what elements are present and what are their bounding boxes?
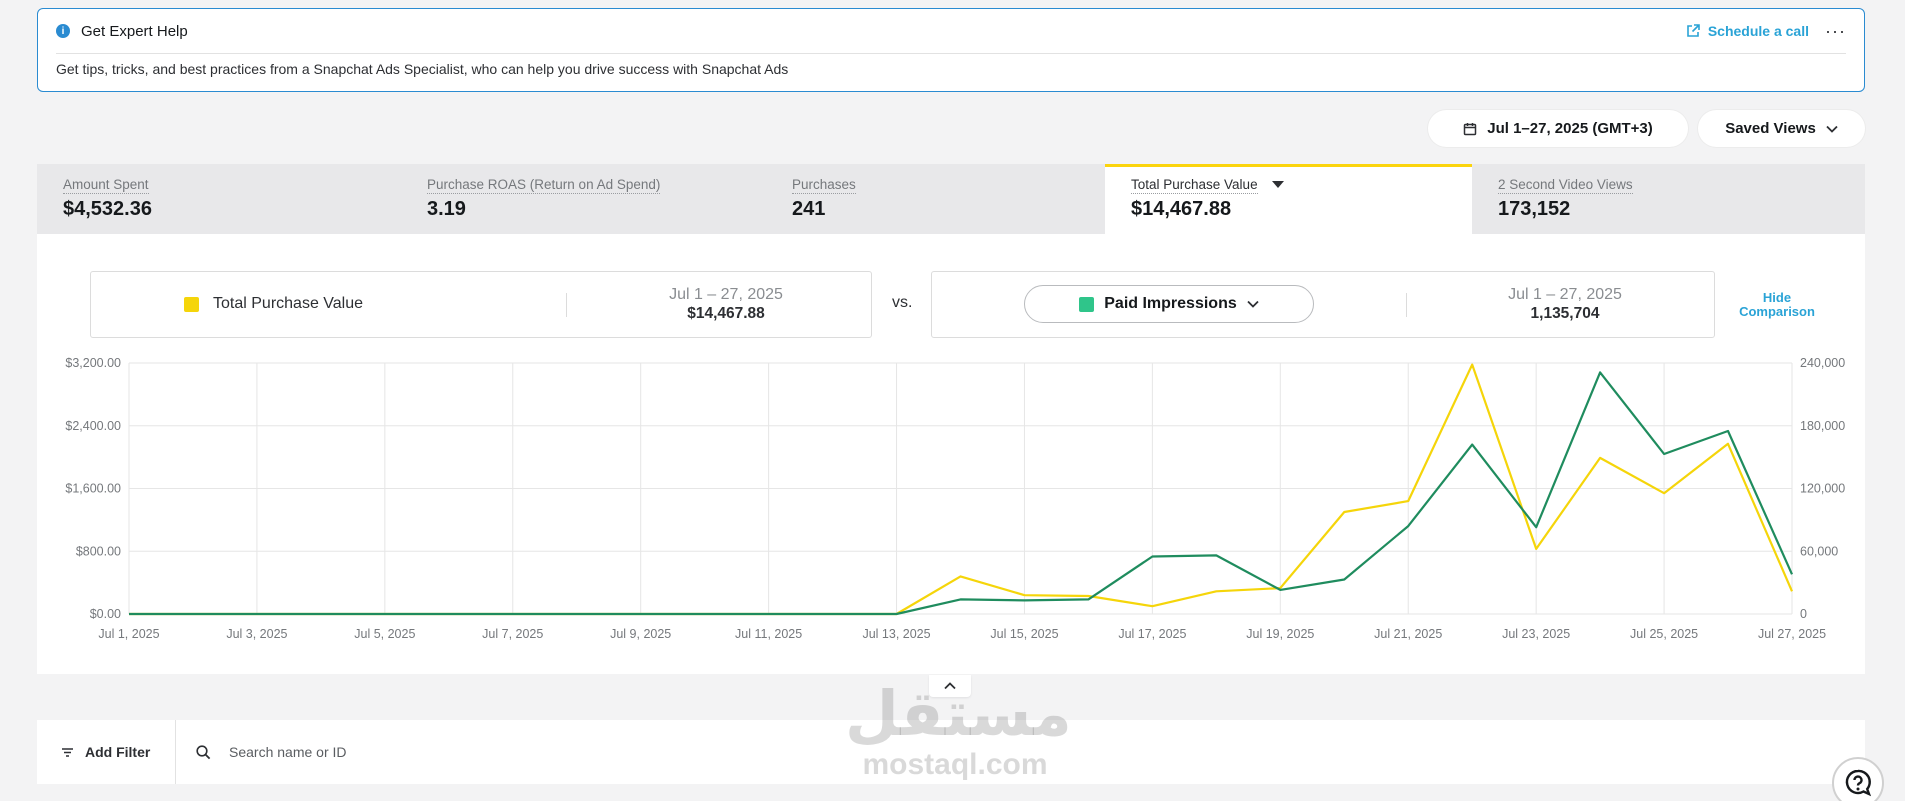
series-line-total-purchase-value [129, 363, 1794, 616]
info-icon: i [56, 24, 70, 38]
x-tick-label: Jul 21, 2025 [1374, 627, 1442, 641]
date-range-label: Jul 1–27, 2025 (GMT+3) [1487, 120, 1653, 137]
help-button[interactable] [1832, 757, 1884, 801]
x-tick-label: Jul 13, 2025 [862, 627, 930, 641]
x-tick-label: Jul 23, 2025 [1502, 627, 1570, 641]
x-tick-label: Jul 7, 2025 [482, 627, 543, 641]
metric-tab-amount-spent[interactable]: Amount Spent $4,532.36 [37, 164, 401, 234]
vs-label: vs. [892, 294, 913, 311]
expert-help-banner: i Get Expert Help Schedule a call ··· Ge… [37, 8, 1865, 92]
saved-views-dropdown[interactable]: Saved Views [1698, 110, 1865, 147]
date-range-picker[interactable]: Jul 1–27, 2025 (GMT+3) [1428, 110, 1688, 147]
y-left-tick-label: $800.00 [76, 544, 121, 558]
caret-down-icon[interactable] [1272, 181, 1285, 189]
metric-label: 2 Second Video Views [1498, 177, 1633, 194]
x-tick-label: Jul 19, 2025 [1246, 627, 1314, 641]
x-tick-label: Jul 5, 2025 [354, 627, 415, 641]
metric-value: 3.19 [427, 198, 466, 220]
metric-label: Amount Spent [63, 177, 149, 194]
metric-value: $14,467.88 [1131, 198, 1232, 220]
metric-value: $4,532.36 [63, 198, 152, 220]
metric-tab-purchase-roas[interactable]: Purchase ROAS (Return on Ad Spend) 3.19 [401, 164, 766, 234]
schedule-call-link[interactable]: Schedule a call [1686, 23, 1809, 39]
metric-tab-total-purchase-value[interactable]: Total Purchase Value $14,467.88 [1105, 164, 1472, 234]
add-filter-label: Add Filter [85, 744, 151, 760]
line-chart: $0.00 0 $800.00 60,000 $1,600.00 120,000 $2,40… [65, 356, 1845, 641]
metrics-tabs: Amount Spent $4,532.36 Purchase ROAS (Re… [37, 164, 1865, 234]
expert-help-title: Get Expert Help [81, 22, 188, 40]
search-input[interactable] [229, 744, 629, 760]
chevron-up-icon [944, 682, 956, 690]
secondary-total: 1,135,704 [1530, 305, 1600, 322]
search-icon [196, 744, 211, 759]
secondary-metric-box: Paid Impressions Jul 1 – 27, 2025 1,135,… [931, 271, 1715, 338]
x-tick-label: Jul 27, 2025 [1758, 627, 1826, 641]
metric-label: Total Purchase Value [1131, 177, 1258, 194]
metric-tab-video-views[interactable]: 2 Second Video Views 173,152 [1472, 164, 1865, 234]
expert-help-header: i Get Expert Help Schedule a call ··· [56, 9, 1846, 54]
y-left-tick-label: $2,400.00 [65, 419, 121, 433]
chevron-down-icon [1826, 125, 1838, 133]
collapse-chart-button[interactable] [929, 675, 971, 697]
primary-metric-box: Total Purchase Value Jul 1 – 27, 2025 $1… [90, 271, 872, 338]
x-tick-label: Jul 17, 2025 [1118, 627, 1186, 641]
y-left-tick-label: $3,200.00 [65, 356, 121, 370]
y-right-tick-label: 60,000 [1800, 544, 1838, 558]
secondary-color-swatch [1079, 296, 1095, 312]
more-options-button[interactable]: ··· [1825, 21, 1846, 41]
metric-value: 173,152 [1498, 198, 1571, 220]
hide-comparison-label-2: Comparison [1739, 304, 1815, 319]
hide-comparison-button[interactable]: Hide Comparison [1727, 291, 1827, 319]
schedule-call-label: Schedule a call [1707, 23, 1810, 39]
y-left-tick-label: $0.00 [90, 607, 121, 621]
x-tick-label: Jul 15, 2025 [990, 627, 1058, 641]
filter-bar: Add Filter [37, 720, 1865, 784]
divider [1406, 293, 1407, 317]
metric-label: Purchases [792, 177, 856, 194]
y-right-tick-label: 0 [1800, 607, 1807, 621]
secondary-date: Jul 1 – 27, 2025 [1508, 286, 1622, 303]
primary-metric-name: Total Purchase Value [213, 295, 364, 312]
series-line-paid-impressions [129, 371, 1794, 616]
y-right-tick-label: 120,000 [1800, 482, 1845, 496]
x-tick-label: Jul 9, 2025 [610, 627, 671, 641]
primary-total: $14,467.88 [687, 305, 765, 322]
y-left-tick-label: $1,600.00 [65, 482, 121, 496]
divider [566, 293, 567, 317]
metric-tab-purchases[interactable]: Purchases 241 [766, 164, 1105, 234]
chart-panel: Total Purchase Value Jul 1 – 27, 2025 $1… [37, 234, 1865, 674]
x-tick-label: Jul 11, 2025 [735, 627, 802, 641]
primary-legend: Total Purchase Value [184, 295, 363, 313]
x-tick-label: Jul 3, 2025 [226, 627, 287, 641]
hide-comparison-label-1: Hide [1762, 290, 1792, 305]
help-icon [1845, 769, 1872, 797]
y-right-tick-label: 180,000 [1800, 419, 1845, 433]
secondary-range: Jul 1 – 27, 2025 1,135,704 [1455, 286, 1675, 323]
filter-icon [62, 747, 73, 757]
x-tick-label: Jul 25, 2025 [1630, 627, 1698, 641]
search-box [176, 720, 1865, 784]
external-link-icon [1687, 24, 1700, 37]
comparison-metric-select[interactable]: Paid Impressions [1024, 285, 1314, 323]
primary-color-swatch [184, 296, 199, 312]
secondary-metric-name: Paid Impressions [1104, 295, 1237, 312]
primary-date: Jul 1 – 27, 2025 [669, 286, 783, 303]
metric-label: Purchase ROAS (Return on Ad Spend) [427, 177, 661, 194]
primary-range: Jul 1 – 27, 2025 $14,467.88 [616, 286, 836, 323]
y-right-tick-label: 240,000 [1800, 356, 1845, 370]
add-filter-button[interactable]: Add Filter [37, 720, 176, 784]
calendar-icon [1464, 122, 1477, 135]
x-tick-label: Jul 1, 2025 [98, 627, 159, 641]
metric-value: 241 [792, 198, 826, 220]
expert-help-description: Get tips, tricks, and best practices fro… [56, 61, 789, 77]
chevron-down-icon [1247, 300, 1259, 308]
saved-views-label: Saved Views [1725, 120, 1816, 137]
